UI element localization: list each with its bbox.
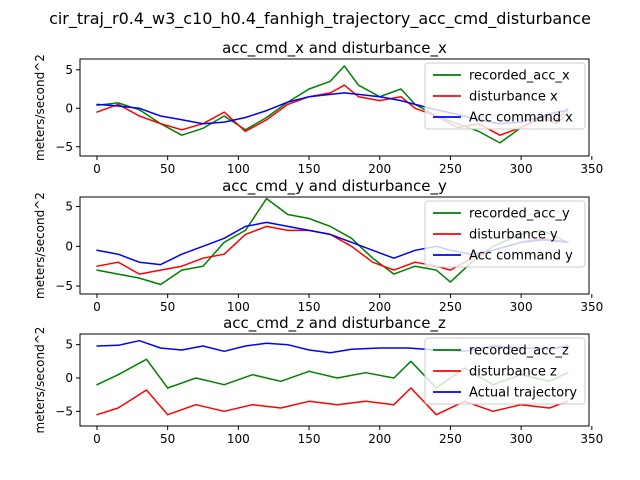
subplot-title: acc_cmd_z and disturbance_z (223, 314, 446, 333)
y-axis-label: meters/second^2 (33, 54, 47, 161)
x-tick-label: 300 (510, 162, 533, 176)
x-tick-label: 350 (580, 162, 603, 176)
x-tick-label: 300 (510, 300, 533, 314)
subplot-title: acc_cmd_y and disturbance_y (222, 177, 447, 196)
legend-box (424, 337, 586, 405)
axes-frame (79, 196, 590, 295)
y-tick-label: 5 (65, 200, 73, 214)
legend: recorded_acc_z disturbance z Actual trajec… (424, 337, 586, 405)
y-tick-label: 5 (65, 63, 73, 77)
axes-layer: acc_cmd_x and disturbance_x0 50 100 150 200 2… (33, 39, 603, 446)
x-tick-label: 100 (227, 432, 250, 446)
x-tick-label: 150 (298, 300, 321, 314)
y-tick-label: 0 (65, 239, 73, 253)
x-tick-label: 50 (160, 432, 175, 446)
y-axis-label: meters/second^2 (33, 327, 47, 434)
x-tick-label: 350 (580, 432, 603, 446)
x-tick-label: 200 (368, 162, 391, 176)
legend-label: disturbance y (469, 228, 558, 243)
x-tick-label: 0 (93, 432, 101, 446)
x-tick-label: 250 (439, 432, 462, 446)
legend-label: disturbance x (469, 90, 558, 105)
legend-box (424, 62, 586, 130)
x-tick-label: 50 (160, 162, 175, 176)
y-tick-label: −5 (55, 279, 73, 293)
series-line-disturbance-z (96, 387, 569, 416)
x-tick-label: 200 (368, 432, 391, 446)
x-tick-label: 150 (298, 162, 321, 176)
y-tick-label: 0 (65, 101, 73, 115)
x-tick-label: 250 (439, 300, 462, 314)
x-tick-label: 150 (298, 432, 321, 446)
x-tick-label: 350 (580, 300, 603, 314)
x-tick-label: 250 (439, 162, 462, 176)
series-line-disturbance-x (96, 84, 569, 136)
y-tick-label: −5 (55, 140, 73, 154)
x-tick-label: 200 (368, 300, 391, 314)
figure-title: cir_traj_r0.4_w3_c10_h0.4_fanhigh_trajec… (49, 9, 591, 29)
legend-label: disturbance z (469, 365, 557, 380)
x-tick-label: 50 (160, 300, 175, 314)
x-tick-label: 0 (93, 300, 101, 314)
series-line-recorded-acc-x (96, 65, 569, 144)
legend-label: recorded_acc_x (469, 69, 570, 84)
legend: recorded_acc_y disturbance y Acc command y (424, 200, 586, 268)
axes-frame (79, 58, 590, 157)
y-axis-label: meters/second^2 (33, 192, 47, 299)
y-tick-label: 0 (65, 371, 73, 385)
x-tick-label: 100 (227, 300, 250, 314)
legend-label: Actual trajectory (469, 386, 577, 401)
y-tick-label: −5 (55, 404, 73, 418)
subplot-title: acc_cmd_x and disturbance_x (222, 39, 447, 58)
subplot-2: acc_cmd_y and disturbance_y0 50 100 150 200 2… (33, 177, 603, 314)
legend-label: Acc command x (469, 111, 573, 126)
subplot-3: acc_cmd_z and disturbance_z0 50 100 150 200 2… (33, 314, 603, 446)
legend-label: Acc command y (469, 249, 573, 264)
legend-label: recorded_acc_z (469, 344, 569, 359)
x-tick-label: 100 (227, 162, 250, 176)
subplot-1: acc_cmd_x and disturbance_x0 50 100 150 200 2… (33, 39, 603, 176)
y-tick-label: 5 (65, 338, 73, 352)
legend: recorded_acc_x disturbance x Acc command x (424, 62, 586, 130)
x-tick-label: 0 (93, 162, 101, 176)
x-tick-label: 300 (510, 432, 533, 446)
axes-frame (79, 333, 590, 427)
legend-box (424, 200, 586, 268)
legend-label: recorded_acc_y (469, 207, 570, 222)
